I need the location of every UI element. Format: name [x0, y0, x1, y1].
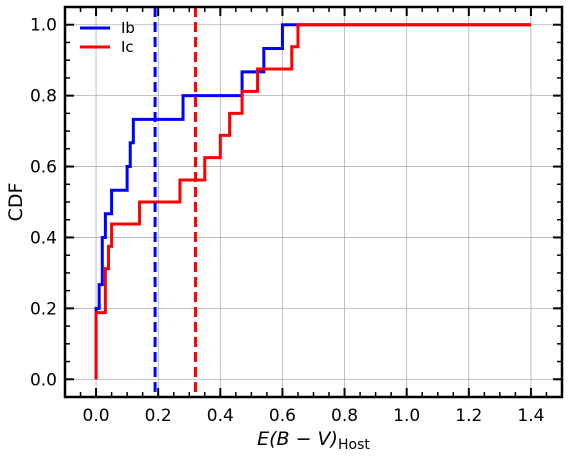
x-tick-label: 1.4: [517, 406, 544, 426]
y-tick-label: 1.0: [30, 16, 57, 36]
y-tick-label: 0.2: [30, 299, 57, 319]
y-tick-label: 0.6: [30, 158, 57, 178]
y-axis-label: CDF: [5, 183, 27, 222]
x-tick-label: 1.2: [455, 406, 482, 426]
legend-label-ic: Ic: [121, 38, 134, 56]
series-line-ib: [94, 23, 531, 380]
y-tick-label: 0.8: [30, 87, 57, 107]
y-tick-label: 0.0: [30, 370, 57, 390]
y-tick-label: 0.4: [30, 228, 57, 248]
series-layer: [94, 23, 531, 380]
x-axis-label: E(B − V)Host: [257, 428, 370, 453]
x-tick-label: 0.2: [145, 406, 172, 426]
series-line-ic: [94, 23, 531, 380]
x-tick-label: 0.0: [83, 406, 110, 426]
ticks: [64, 6, 563, 397]
x-axis-label-main: E(B − V): [257, 428, 338, 450]
x-tick-label: 0.8: [331, 406, 358, 426]
mean-lines: [153, 7, 197, 397]
tick-labels: 0.0 0.2 0.4 0.6 0.8 1.0 1.2 1.4 0.0 0.2 0.4 0.6 0.8 1…: [30, 16, 545, 426]
x-tick-label: 1.0: [393, 406, 420, 426]
x-axis-label-subscript: Host: [338, 437, 370, 453]
x-tick-label: 0.6: [269, 406, 296, 426]
legend-label-ib: Ib: [121, 19, 135, 37]
x-tick-label: 0.4: [207, 406, 234, 426]
